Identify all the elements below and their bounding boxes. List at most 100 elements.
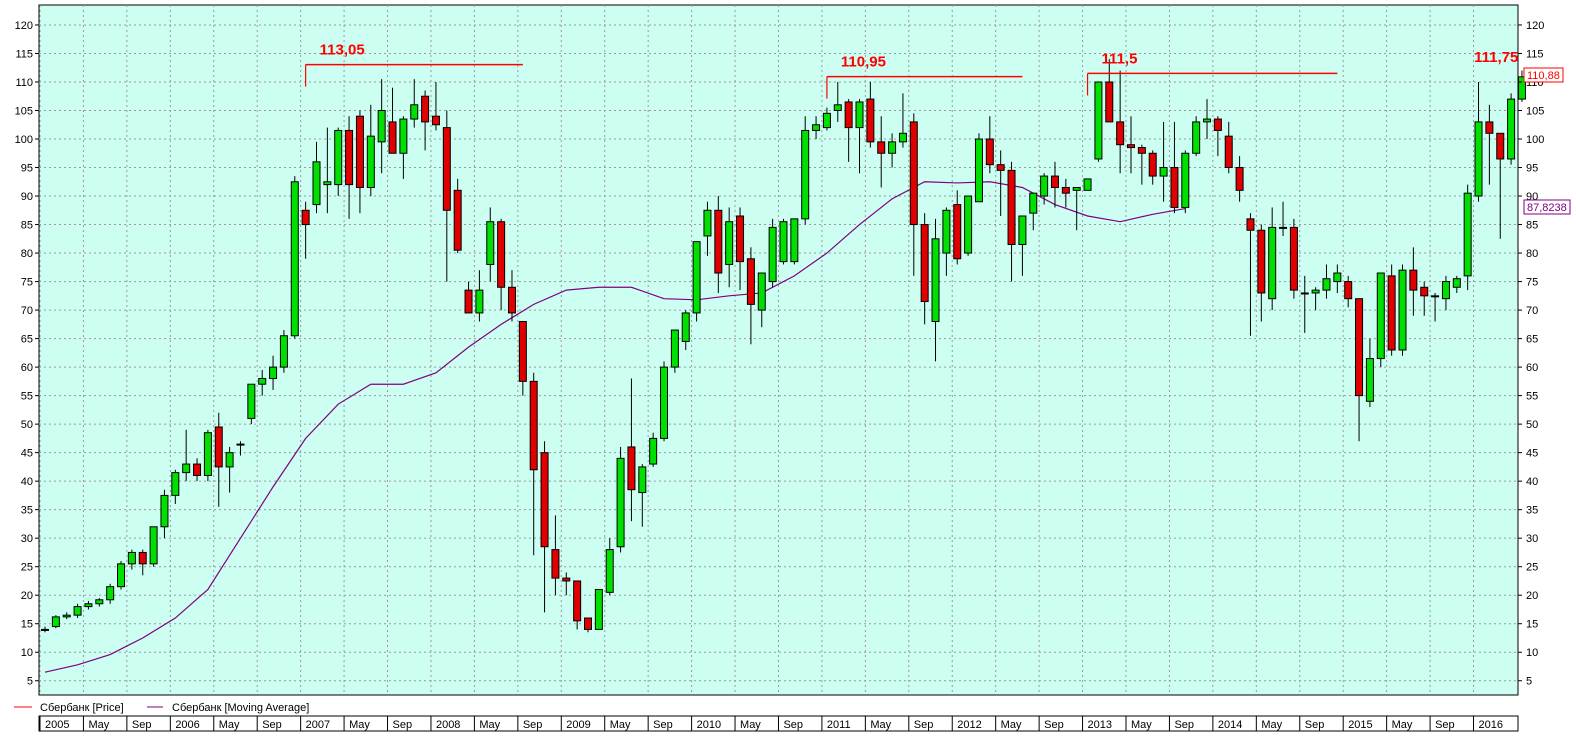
x-tick-label: Sep bbox=[132, 719, 152, 731]
candle-down bbox=[844, 99, 853, 162]
candle-body bbox=[442, 127, 451, 211]
candle-body bbox=[627, 446, 636, 491]
candle-body bbox=[953, 204, 962, 260]
candle-up bbox=[1203, 99, 1212, 140]
y-tick-label-right: 95 bbox=[1526, 163, 1538, 175]
candle-up bbox=[1072, 186, 1081, 231]
candle-up bbox=[1268, 207, 1277, 311]
candle-down bbox=[1409, 247, 1418, 316]
candle-up bbox=[258, 369, 267, 396]
candle-up bbox=[1431, 292, 1440, 322]
candle-down bbox=[497, 218, 506, 311]
y-tick-label-right: 70 bbox=[1526, 305, 1538, 317]
candle-body bbox=[497, 221, 506, 288]
candle-body bbox=[670, 329, 679, 368]
candle-up bbox=[692, 241, 701, 322]
moving-average-layer bbox=[44, 181, 1186, 673]
candle-up bbox=[888, 133, 897, 168]
candle-up bbox=[681, 310, 690, 350]
x-tick-label: 2013 bbox=[1088, 719, 1112, 731]
y-tick-label-right: 5 bbox=[1526, 676, 1532, 688]
candle-up bbox=[638, 464, 647, 527]
candle-up bbox=[51, 615, 60, 629]
candle-body bbox=[844, 101, 853, 129]
x-tick-label: 2006 bbox=[175, 719, 199, 731]
candle-up bbox=[171, 469, 180, 504]
y-tick-label-right: 50 bbox=[1526, 419, 1538, 431]
candle-body bbox=[453, 189, 462, 251]
candle-down bbox=[345, 116, 354, 219]
candle-body bbox=[985, 138, 994, 166]
candle-body bbox=[768, 226, 777, 283]
annotation-label: 113,05 bbox=[320, 42, 365, 59]
y-tick-label-right: 100 bbox=[1526, 134, 1544, 146]
candle-down bbox=[562, 572, 571, 596]
candle-body bbox=[1333, 272, 1342, 283]
candle-body bbox=[931, 238, 940, 322]
candle-up bbox=[475, 270, 484, 322]
candle-up bbox=[247, 383, 256, 425]
candle-body bbox=[1018, 215, 1027, 246]
x-tick-label: Sep bbox=[653, 719, 673, 731]
x-tick-label: Sep bbox=[783, 719, 803, 731]
candle-down bbox=[388, 87, 397, 154]
y-tick-label-right: 60 bbox=[1526, 362, 1538, 374]
y-tick-label-left: 70 bbox=[21, 305, 33, 317]
candle-up bbox=[106, 583, 115, 604]
candle-body bbox=[1344, 281, 1353, 300]
y-tick-label-right: 15 bbox=[1526, 619, 1538, 631]
candle-body bbox=[1235, 167, 1244, 191]
candle-up bbox=[1094, 81, 1103, 162]
candle-body bbox=[1181, 152, 1190, 208]
candle-body bbox=[540, 452, 549, 548]
y-tick-label-right: 115 bbox=[1526, 48, 1544, 60]
candle-body bbox=[1094, 81, 1103, 160]
candle-up bbox=[1322, 264, 1331, 299]
candle-body bbox=[106, 586, 115, 601]
candle-body bbox=[616, 457, 625, 548]
candle-up bbox=[1083, 178, 1092, 191]
candle-body bbox=[866, 98, 875, 143]
candle-body bbox=[1040, 175, 1049, 197]
candle-down bbox=[1235, 156, 1244, 202]
candle-up bbox=[117, 560, 126, 590]
candle-down bbox=[355, 110, 364, 214]
candle-down bbox=[1246, 213, 1255, 336]
x-tick-label: Sep bbox=[914, 719, 934, 731]
candle-body bbox=[1083, 178, 1092, 191]
candle-body bbox=[334, 129, 343, 186]
candle-up bbox=[649, 432, 658, 467]
candle-down bbox=[746, 247, 755, 345]
candle-body bbox=[1517, 76, 1526, 100]
candle-body bbox=[410, 104, 419, 120]
y-tick-label-right: 120 bbox=[1526, 20, 1544, 32]
candle-body bbox=[486, 221, 495, 265]
candle-up bbox=[1040, 173, 1049, 205]
candle-down bbox=[1485, 104, 1494, 185]
candle-body bbox=[214, 426, 223, 468]
candle-body bbox=[51, 616, 60, 628]
candle-up bbox=[160, 489, 169, 539]
candle-up bbox=[725, 207, 734, 288]
y-tick-label-right: 65 bbox=[1526, 334, 1538, 346]
candle-down bbox=[507, 270, 516, 322]
y-tick-label-right: 10 bbox=[1526, 647, 1538, 659]
candle-body bbox=[703, 209, 712, 237]
candle-body bbox=[562, 577, 571, 582]
candle-body bbox=[399, 118, 408, 154]
candle-up bbox=[1333, 264, 1342, 293]
candle-body bbox=[84, 603, 93, 608]
candle-body bbox=[1300, 292, 1309, 295]
x-tick-label: Sep bbox=[1435, 719, 1455, 731]
candle-body bbox=[529, 380, 538, 471]
candle-up bbox=[670, 329, 679, 373]
candle-body bbox=[312, 161, 321, 206]
candle-up bbox=[334, 127, 343, 197]
y-tick-label-left: 85 bbox=[21, 220, 33, 232]
y-tick-label-right: 45 bbox=[1526, 448, 1538, 460]
candle-body bbox=[942, 209, 951, 254]
candle-body bbox=[1409, 269, 1418, 291]
candle-up bbox=[1300, 275, 1309, 333]
last-price-tag: 110,88 bbox=[1523, 67, 1564, 83]
candle-body bbox=[1137, 147, 1146, 154]
